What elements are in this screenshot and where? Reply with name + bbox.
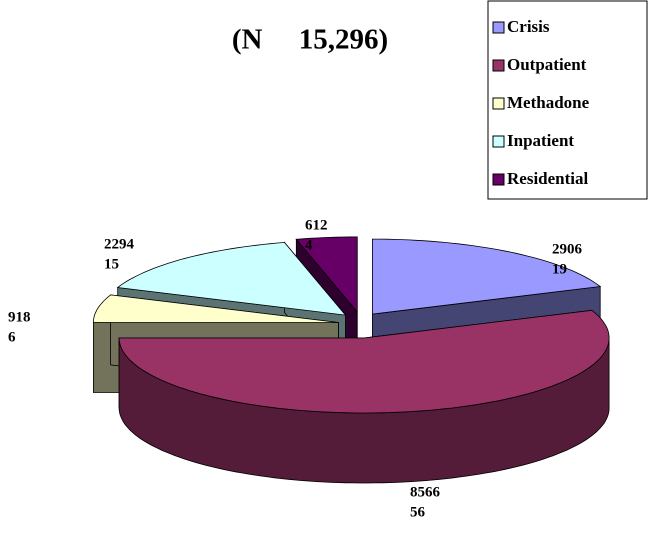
legend-label: Residential: [507, 169, 589, 188]
slice-top: [371, 238, 602, 315]
legend-swatch: [492, 59, 505, 72]
legend-swatch: [492, 135, 505, 148]
data-label: 4: [305, 237, 313, 253]
chart-title: (N 15,296): [232, 24, 388, 56]
legend-label: Crisis: [507, 17, 550, 36]
data-label: 2294: [104, 236, 135, 252]
legend-label: Methadone: [507, 93, 590, 112]
slice-top: [295, 236, 358, 313]
data-label: 6: [8, 329, 16, 345]
slice-top: [116, 242, 347, 316]
data-label: 612: [305, 217, 328, 233]
slice-top: [118, 309, 610, 414]
data-label: 15: [104, 256, 119, 272]
legend-box: [487, 0, 648, 200]
legend-swatch: [492, 97, 505, 110]
slice-top: [92, 294, 339, 323]
data-label: 8566: [410, 484, 441, 500]
legend-swatch: [492, 173, 505, 186]
data-label: 19: [552, 261, 567, 277]
data-label: 56: [410, 504, 426, 520]
legend-label: Inpatient: [507, 131, 574, 150]
legend-swatch: [492, 21, 505, 34]
legend-label: Outpatient: [507, 55, 587, 74]
data-label: 918: [8, 309, 31, 325]
slice: [118, 309, 610, 484]
data-label: 2906: [552, 241, 583, 257]
